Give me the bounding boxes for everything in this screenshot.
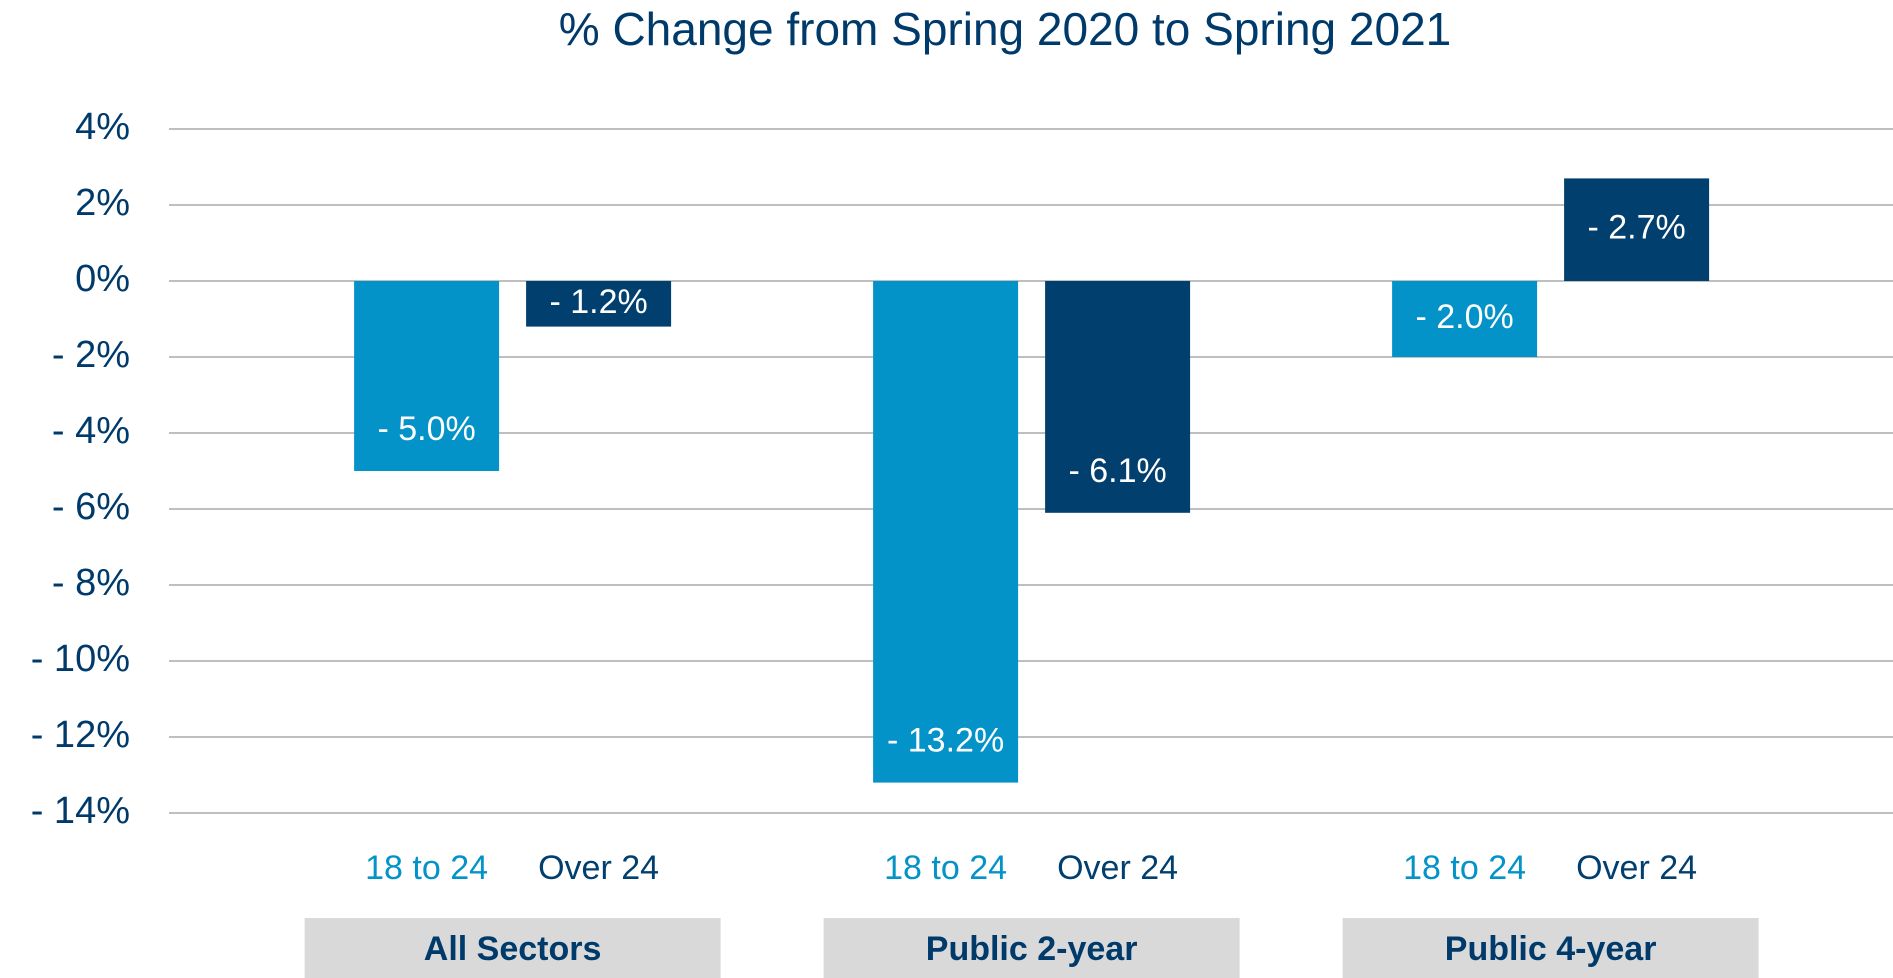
- series-label: 18 to 24: [365, 849, 488, 887]
- value-label: - 5.0%: [377, 410, 475, 448]
- series-label: Over 24: [1576, 849, 1697, 887]
- bar: [1564, 178, 1710, 281]
- y-tick-label: - 14%: [31, 790, 130, 832]
- y-tick-label: - 8%: [52, 562, 130, 604]
- y-tick-label: 4%: [75, 106, 130, 148]
- category-label: All Sectors: [424, 930, 602, 968]
- bar: [354, 281, 500, 471]
- y-tick-label: - 12%: [31, 714, 130, 756]
- value-label: - 6.1%: [1068, 452, 1166, 490]
- bar: [526, 281, 672, 327]
- category-box: [823, 918, 1240, 978]
- category-label: Public 4-year: [1445, 930, 1657, 968]
- category-box: [304, 918, 721, 978]
- y-tick-label: 2%: [75, 182, 130, 224]
- bar: [1045, 281, 1191, 513]
- series-label: Over 24: [1057, 849, 1178, 887]
- y-tick-label: - 10%: [31, 638, 130, 680]
- y-tick-label: 0%: [75, 258, 130, 300]
- category-label: Public 2-year: [926, 930, 1138, 968]
- value-label: - 1.2%: [549, 283, 647, 321]
- series-label: Over 24: [538, 849, 659, 887]
- chart-title: % Change from Spring 2020 to Spring 2021: [559, 3, 1451, 55]
- category-box: [1342, 918, 1759, 978]
- value-label: - 2.0%: [1415, 298, 1513, 336]
- y-tick-label: - 2%: [52, 334, 130, 376]
- bar: [1392, 281, 1538, 357]
- bar: [873, 281, 1019, 783]
- series-label: 18 to 24: [884, 849, 1007, 887]
- y-tick-label: - 6%: [52, 486, 130, 528]
- series-label: 18 to 24: [1403, 849, 1526, 887]
- value-label: - 2.7%: [1587, 209, 1685, 247]
- y-tick-label: - 4%: [52, 410, 130, 452]
- value-label: - 13.2%: [887, 722, 1004, 760]
